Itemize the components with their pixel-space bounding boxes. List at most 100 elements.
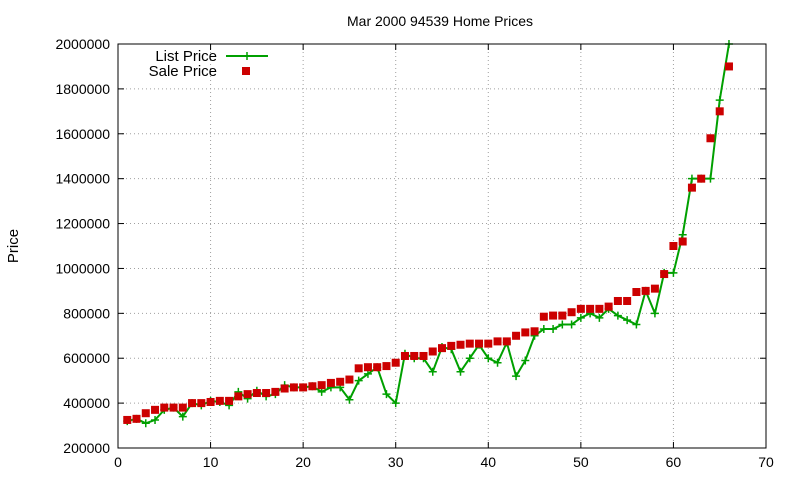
sale-price-point <box>456 340 465 349</box>
y-tick-label: 2000000 <box>55 36 110 52</box>
sale-price-point <box>502 337 511 346</box>
list-price-point <box>678 230 687 239</box>
sale-price-point <box>428 347 437 356</box>
list-price-point <box>512 372 521 381</box>
sale-price-point <box>178 403 187 412</box>
sale-price-point <box>123 415 132 424</box>
sale-price-point <box>141 409 150 418</box>
sale-price-point <box>363 363 372 372</box>
sale-price-point <box>687 183 696 192</box>
list-price-point <box>595 313 604 322</box>
sale-price-point <box>438 344 446 353</box>
sale-price-point <box>595 304 604 313</box>
chart-title: Mar 2000 94539 Home Prices <box>347 13 533 29</box>
legend-plus-marker <box>243 52 251 60</box>
sale-price-point <box>567 308 576 317</box>
sale-price-point <box>604 302 613 311</box>
y-tick-label: 1200000 <box>55 216 110 232</box>
sale-price-point <box>447 341 456 350</box>
legend-list-price-marker <box>243 52 251 60</box>
sale-price-point <box>410 351 419 360</box>
legend-sale-price-marker <box>242 67 250 75</box>
y-tick-label: 1400000 <box>55 171 110 187</box>
sale-price-point <box>299 383 308 392</box>
sale-price-point <box>197 399 206 408</box>
list-price-point <box>141 419 150 428</box>
series-layer <box>123 40 733 428</box>
list-price-point <box>558 320 567 329</box>
sale-price-point <box>512 331 521 340</box>
list-price-point <box>354 376 363 385</box>
sale-price-point <box>132 414 141 423</box>
sale-price-point <box>632 288 641 297</box>
legend-list-price-label: List Price <box>155 48 217 65</box>
sale-price-point <box>641 286 650 295</box>
sale-price-point <box>549 311 558 320</box>
sale-price-point <box>345 375 354 384</box>
sale-price-point <box>262 389 271 398</box>
list-price-point <box>456 367 465 376</box>
sale-price-point <box>373 363 382 372</box>
list-price-point <box>382 390 391 399</box>
list-price-point <box>623 316 632 325</box>
sale-price-point <box>465 339 474 348</box>
sale-price-point <box>669 242 678 250</box>
sale-price-point <box>160 403 169 412</box>
sale-price-point <box>697 174 706 183</box>
sale-price-point <box>484 339 493 348</box>
y-tick-label: 1600000 <box>55 126 110 142</box>
sale-price-point <box>206 397 215 406</box>
x-tick-label: 20 <box>295 454 311 470</box>
sale-price-point <box>317 381 326 390</box>
list-price-point <box>363 369 372 378</box>
y-tick-label: 800000 <box>63 305 110 321</box>
sale-price-point <box>706 134 715 143</box>
sale-price-point <box>623 296 632 305</box>
list-price-point <box>317 387 326 396</box>
list-price-point <box>687 174 696 183</box>
x-tick-label: 60 <box>666 454 682 470</box>
sale-price-point <box>243 390 252 399</box>
sale-price-point <box>188 399 197 408</box>
sale-price-point <box>280 384 289 393</box>
y-tick-label: 600000 <box>63 350 110 366</box>
plot-frame <box>117 43 767 449</box>
sale-price-point <box>650 284 659 293</box>
x-tick-label: 50 <box>573 454 589 470</box>
list-price-point <box>151 415 160 424</box>
sale-price-point <box>382 362 391 371</box>
list-price-point <box>539 325 548 334</box>
sale-price-point <box>660 270 669 279</box>
sale-price-point <box>289 383 298 392</box>
list-price-point <box>567 320 576 329</box>
sale-price-point <box>252 389 261 398</box>
x-tick-label: 0 <box>114 454 122 470</box>
list-price-point <box>549 325 558 334</box>
sale-price-point <box>613 296 622 305</box>
sale-price-point <box>493 337 502 346</box>
y-tick-label: 1000000 <box>55 260 110 276</box>
sale-price-point <box>419 351 428 360</box>
sale-price-point <box>336 377 345 386</box>
grid-lines <box>118 44 766 448</box>
list-price-point <box>715 96 724 105</box>
list-price-point <box>669 268 678 277</box>
list-price-point <box>428 367 437 376</box>
y-tick-label: 200000 <box>63 440 110 456</box>
sale-price-point <box>678 237 687 246</box>
sale-price-point <box>151 405 160 414</box>
list-price-point <box>493 358 502 367</box>
list-price-point <box>391 399 400 408</box>
sale-price-point <box>521 328 530 337</box>
y-tick-label: 400000 <box>63 395 110 411</box>
sale-price-point <box>225 396 234 405</box>
list-price-point <box>650 309 659 318</box>
sale-price-point <box>715 107 724 116</box>
sale-price-point <box>724 62 733 71</box>
list-price-point <box>613 311 622 320</box>
x-tick-label: 70 <box>758 454 774 470</box>
sale-price-point <box>576 304 585 313</box>
sale-price-point <box>308 382 317 391</box>
sale-price-point <box>271 387 280 396</box>
